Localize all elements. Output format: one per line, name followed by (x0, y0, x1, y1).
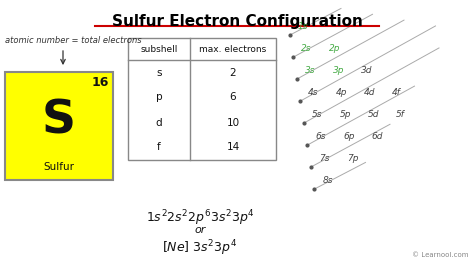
Text: 6d: 6d (371, 132, 383, 141)
Text: f: f (157, 143, 161, 152)
Text: 5d: 5d (368, 110, 379, 119)
Text: 16: 16 (91, 76, 109, 89)
Text: 7s: 7s (319, 154, 329, 163)
Text: 2s: 2s (301, 44, 312, 53)
Text: 7p: 7p (347, 154, 358, 163)
Text: s: s (156, 68, 162, 77)
Text: 5f: 5f (396, 110, 405, 119)
Text: 4d: 4d (365, 88, 376, 97)
Text: 6s: 6s (315, 132, 326, 141)
Text: 5s: 5s (312, 110, 322, 119)
Text: p: p (155, 93, 162, 102)
Bar (128, 38, 276, 160)
Text: 2p: 2p (329, 44, 341, 53)
Text: 14: 14 (227, 143, 240, 152)
Text: 5p: 5p (340, 110, 351, 119)
Text: 4s: 4s (308, 88, 319, 97)
Text: 10: 10 (227, 118, 239, 127)
Text: S: S (42, 98, 76, 143)
Text: 4f: 4f (392, 88, 401, 97)
Text: 2: 2 (230, 68, 237, 77)
Text: 8s: 8s (322, 176, 333, 185)
Bar (5, 72, 113, 180)
Text: Sulfur Electron Configuration: Sulfur Electron Configuration (111, 14, 363, 29)
Text: $[Ne]\ 3s^{2}3p^{4}$: $[Ne]\ 3s^{2}3p^{4}$ (163, 238, 237, 257)
Text: 3s: 3s (305, 66, 315, 75)
Text: 3p: 3p (333, 66, 344, 75)
Text: atomic number = total electrons: atomic number = total electrons (5, 36, 142, 45)
Text: 6: 6 (230, 93, 237, 102)
Text: 6p: 6p (343, 132, 355, 141)
Text: Sulfur: Sulfur (44, 162, 74, 172)
Text: subshell: subshell (140, 44, 178, 53)
Text: max. electrons: max. electrons (200, 44, 266, 53)
Text: 3d: 3d (361, 66, 372, 75)
Text: 4p: 4p (336, 88, 348, 97)
Text: 1s: 1s (298, 22, 308, 31)
Text: or: or (194, 225, 206, 235)
Text: $1s^{2}2s^{2}2p^{6}3s^{2}3p^{4}$: $1s^{2}2s^{2}2p^{6}3s^{2}3p^{4}$ (146, 208, 255, 228)
Text: d: d (155, 118, 162, 127)
Text: © Learnool.com: © Learnool.com (412, 252, 469, 258)
